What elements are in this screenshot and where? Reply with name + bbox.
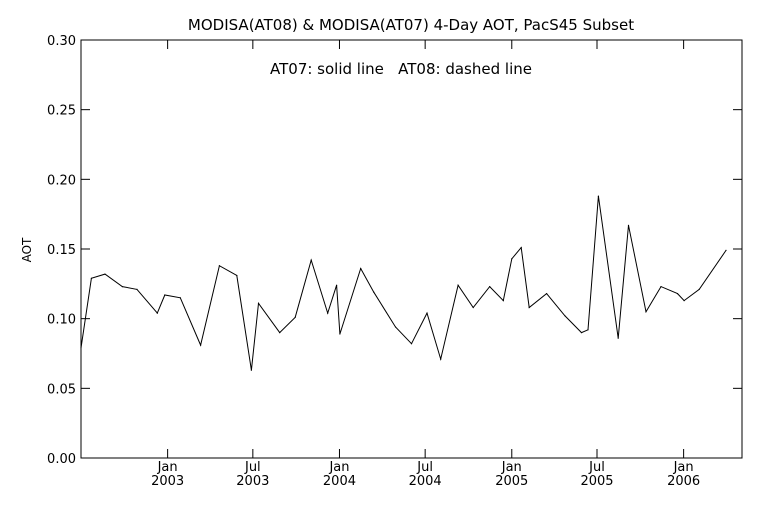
data-point — [580, 332, 583, 334]
data-point — [336, 284, 338, 286]
x-tick-year-label: 2006 — [667, 474, 700, 489]
data-point — [164, 294, 166, 296]
data-point — [683, 300, 685, 302]
data-point — [294, 316, 296, 318]
data-point — [645, 311, 647, 313]
data-point — [136, 288, 138, 290]
plot-frame — [80, 39, 743, 459]
data-point — [121, 286, 123, 288]
data-point — [250, 369, 252, 371]
y-tick-label: 0.15 — [47, 243, 76, 258]
x-tick-month-label: Jan — [328, 460, 349, 475]
data-point — [80, 347, 82, 349]
data-point — [279, 332, 281, 334]
x-tick-month-label: Jul — [416, 460, 433, 475]
data-point — [502, 300, 504, 302]
data-point — [339, 333, 341, 335]
data-point — [310, 259, 312, 261]
data-point — [90, 277, 92, 279]
data-point — [394, 326, 397, 328]
data-point — [587, 329, 589, 331]
data-point — [179, 297, 181, 299]
y-tick-label: 0.30 — [47, 34, 76, 49]
data-point — [236, 274, 238, 277]
data-point — [564, 315, 566, 317]
data-point — [617, 337, 619, 339]
data-point — [546, 293, 548, 295]
data-point — [104, 273, 106, 275]
data-point — [410, 343, 413, 345]
x-tick-month-label: Jan — [673, 460, 694, 475]
data-point — [698, 288, 700, 290]
data-point — [489, 286, 491, 288]
x-tick-year-label: 2005 — [580, 474, 613, 489]
data-point — [627, 224, 630, 226]
x-tick-year-label: 2005 — [495, 474, 528, 489]
chart-title: MODISA(AT08) & MODISA(AT07) 4-Day AOT, P… — [188, 16, 634, 34]
data-point — [200, 344, 202, 346]
x-tick-year-label: 2004 — [323, 474, 356, 489]
data-point — [426, 312, 428, 314]
y-tick-label: 0.10 — [47, 313, 76, 328]
axes: 0.000.050.100.150.200.250.30Jan2003Jul20… — [47, 34, 742, 489]
x-tick-year-label: 2003 — [151, 474, 184, 489]
line-style-annotation: AT07: solid line AT08: dashed line — [270, 60, 532, 78]
data-point — [676, 293, 679, 295]
data-point — [597, 195, 600, 197]
data-point — [360, 267, 362, 270]
data-point — [472, 306, 474, 309]
data-point — [520, 247, 522, 249]
series-layer — [80, 195, 727, 371]
y-tick-label: 0.00 — [47, 452, 76, 467]
data-point — [440, 358, 442, 360]
data-point — [511, 258, 513, 260]
y-tick-label: 0.20 — [47, 173, 76, 188]
x-tick-year-label: 2004 — [409, 474, 442, 489]
y-axis-label: AOT — [20, 237, 34, 262]
x-tick-year-label: 2003 — [236, 474, 269, 489]
y-tick-label: 0.05 — [47, 382, 76, 397]
series-line-at07 — [80, 196, 727, 371]
x-tick-month-label: Jul — [244, 460, 261, 475]
x-tick-month-label: Jul — [588, 460, 605, 475]
x-tick-month-label: Jan — [157, 460, 178, 475]
data-point — [257, 302, 260, 304]
x-tick-month-label: Jan — [501, 460, 522, 475]
data-point — [218, 265, 220, 267]
data-point — [156, 312, 158, 314]
data-point — [457, 284, 459, 286]
data-point — [528, 306, 530, 309]
data-point — [725, 249, 727, 251]
data-point — [660, 286, 662, 288]
data-point — [373, 291, 375, 293]
data-point — [327, 312, 329, 314]
y-tick-label: 0.25 — [47, 104, 76, 119]
